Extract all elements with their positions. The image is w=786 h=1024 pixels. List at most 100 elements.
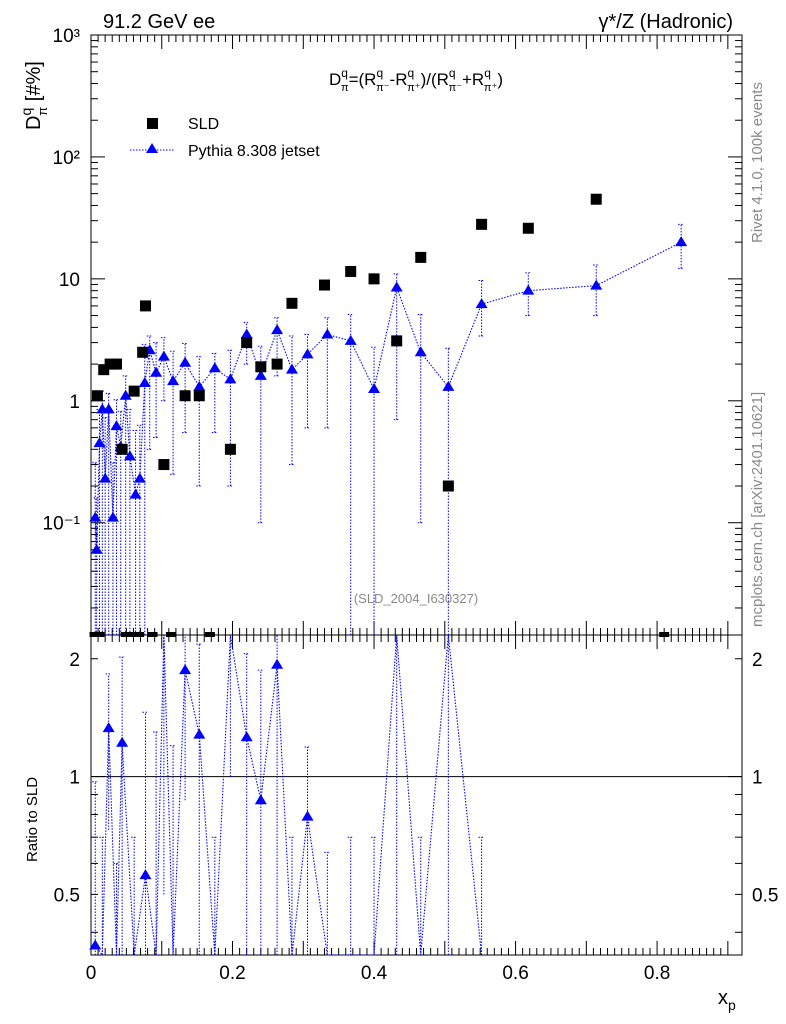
ratio-y-tick-label-right: 1: [752, 768, 763, 789]
x-tick-label: 0.4: [361, 963, 388, 984]
mc-point: [102, 403, 115, 414]
sld-point: [271, 358, 283, 370]
analysis-watermark: (SLD_2004_I630327): [354, 591, 478, 606]
legend-pythia-marker: [146, 143, 158, 153]
main-y-axis-label: Dqπ [#%]: [18, 61, 50, 130]
ratio-y-axis-label: Ratio to SLD: [24, 777, 41, 862]
ratio-point: [301, 810, 314, 821]
ratio-y-tick-label: 1: [69, 768, 80, 789]
sld-point: [368, 273, 380, 285]
mc-point: [414, 346, 427, 357]
mc-point: [390, 281, 403, 292]
data-series-main: [89, 193, 670, 637]
rivet-label: Rivet 4.1.0, 100k events: [749, 82, 766, 243]
ratio-point: [254, 794, 267, 805]
sld-point: [179, 390, 191, 402]
mc-point: [89, 511, 102, 522]
sld-point: [139, 300, 151, 312]
legend-sld-marker: [147, 118, 158, 129]
x-tick-label: 0.2: [219, 963, 245, 984]
x-tick-label: 0.6: [502, 963, 528, 984]
mc-point: [150, 366, 163, 377]
y-tick-label: 1: [69, 392, 80, 413]
ratio-point: [179, 664, 192, 675]
mc-point: [208, 362, 221, 373]
sld-point-clipped: [147, 632, 158, 637]
mc-point: [344, 334, 357, 345]
ratio-point: [193, 728, 206, 739]
ratio-line: [94, 634, 483, 957]
mc-point: [110, 420, 123, 431]
ratio-y-tick-label: 2: [69, 650, 80, 671]
mc-point: [522, 284, 535, 295]
mc-point: [590, 279, 603, 290]
sld-point: [415, 251, 427, 263]
x-axis-label: xp: [718, 987, 736, 1013]
ratio-point: [240, 731, 253, 742]
ratio-point: [139, 869, 152, 880]
legend-sld-label: SLD: [188, 116, 219, 133]
sld-point-clipped: [94, 632, 105, 637]
x-tick-label: 0: [86, 963, 97, 984]
sld-point-clipped: [659, 632, 670, 637]
mc-series-ratio: [89, 634, 485, 957]
sld-point: [137, 346, 149, 358]
mc-point: [368, 382, 381, 393]
mc-point: [119, 389, 132, 400]
sld-point: [522, 222, 534, 234]
ratio-panel-frame: [90, 634, 743, 956]
mc-point: [442, 380, 455, 391]
mc-point: [240, 328, 253, 339]
mc-point: [179, 356, 192, 367]
sld-point-clipped: [204, 632, 215, 637]
sld-point-clipped: [134, 632, 145, 637]
header-right: γ*/Z (Hadronic): [599, 11, 733, 33]
ratio-y-tick-label-right: 0.5: [752, 885, 778, 906]
mc-point: [138, 376, 151, 387]
sld-point: [193, 390, 205, 402]
sld-point-clipped: [165, 632, 176, 637]
mc-point: [254, 369, 267, 380]
mc-point: [133, 472, 146, 483]
mc-point: [675, 236, 688, 247]
sld-point: [104, 358, 116, 370]
sld-point: [158, 459, 170, 471]
ratio-point: [89, 939, 102, 950]
sld-point: [345, 265, 357, 277]
axis-ticks: 0 0.2 0.4 0.6 0.8 10⁻¹ 1 10 10² 10³ 0.5 0.5 1 1 2 2: [43, 26, 779, 984]
main-plot-title: Dq π=(Rq π⁻-Rq π⁺)/(Rq π⁻+Rq π⁺): [329, 66, 503, 94]
mc-point: [271, 324, 284, 335]
y-tick-label: 10⁻¹: [43, 514, 81, 535]
mc-point: [475, 298, 488, 309]
sld-point: [98, 364, 110, 376]
sld-point: [590, 193, 602, 205]
legend-pythia-label: Pythia 8.308 jetset: [188, 143, 320, 160]
sld-point: [476, 218, 488, 230]
mc-point: [321, 328, 334, 339]
mc-point: [167, 375, 180, 386]
mc-point: [285, 363, 298, 374]
ratio-y-tick-label: 0.5: [54, 885, 80, 906]
mc-point: [157, 350, 170, 361]
mc-point: [123, 450, 136, 461]
ratio-point: [102, 722, 115, 733]
sld-point: [110, 358, 122, 370]
sld-point: [224, 443, 236, 455]
mc-point: [224, 373, 237, 384]
sld-point: [91, 390, 103, 402]
mc-point: [106, 511, 119, 522]
mc-point: [99, 472, 112, 483]
mc-point: [193, 380, 206, 391]
sld-point: [128, 385, 140, 397]
sld-point: [286, 297, 298, 309]
y-tick-label: 10²: [53, 148, 80, 169]
mc-point: [129, 488, 142, 499]
sld-point: [241, 337, 253, 349]
ratio-point: [271, 658, 284, 669]
sld-point: [116, 443, 128, 455]
mc-point: [90, 543, 103, 554]
sld-point: [319, 279, 331, 291]
ratio-point: [116, 736, 129, 747]
mcplots-label: mcplots.cern.ch [arXiv:2401.10621]: [749, 392, 766, 627]
